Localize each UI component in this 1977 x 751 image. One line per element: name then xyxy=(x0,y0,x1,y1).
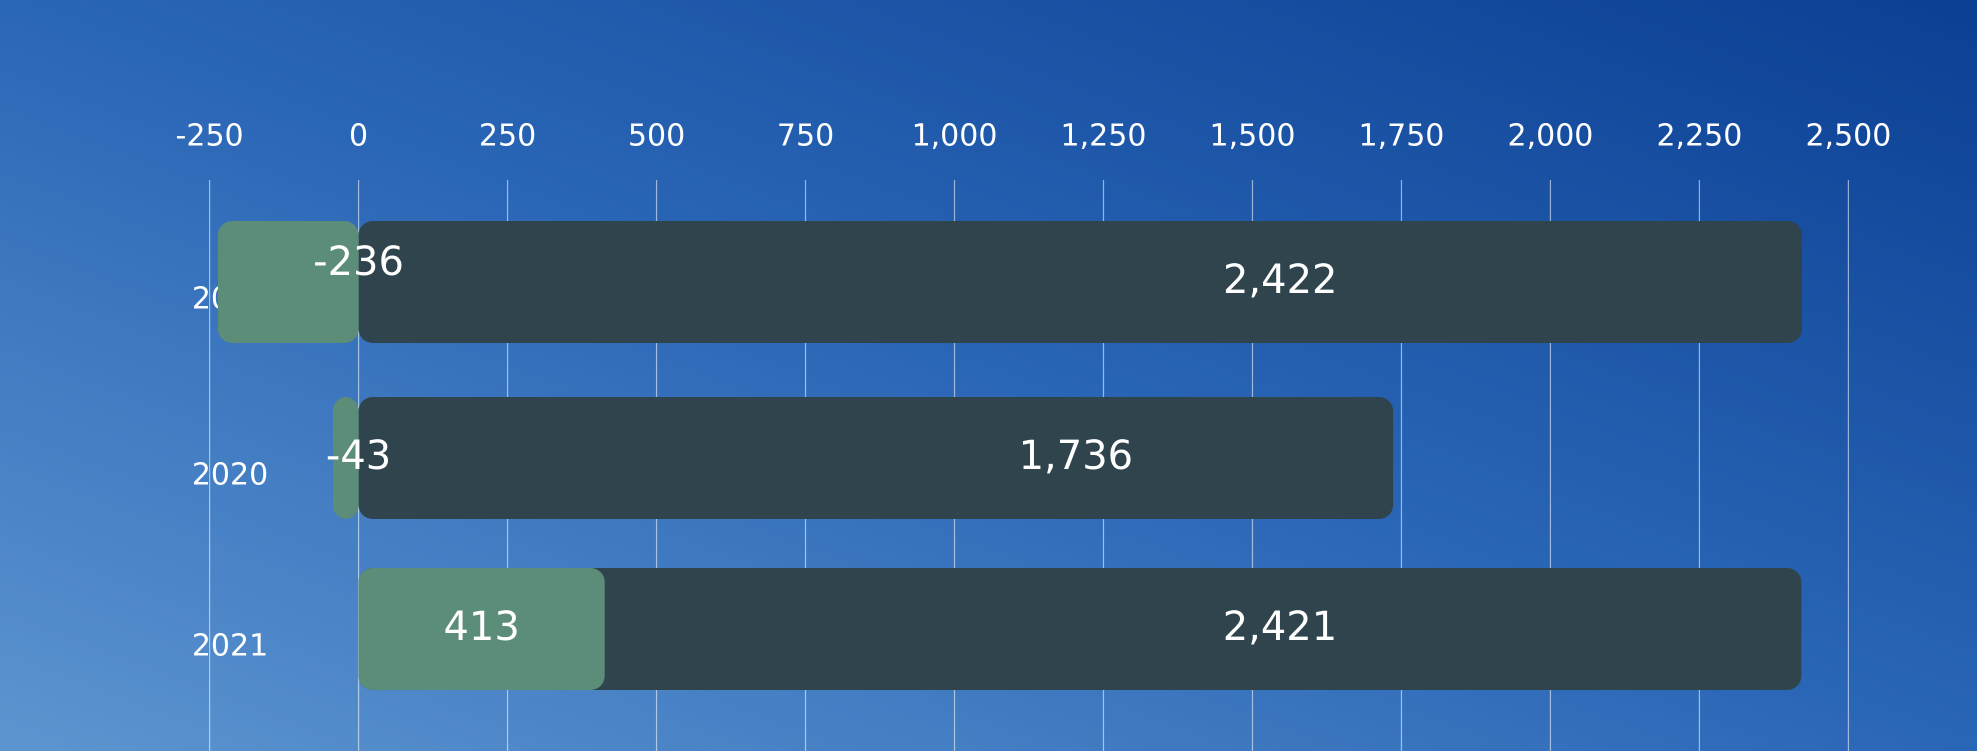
x-tick-label: 1,250 xyxy=(1061,119,1147,154)
bar xyxy=(358,568,605,690)
bar xyxy=(217,221,359,343)
data-label: -236 xyxy=(313,239,404,285)
bar xyxy=(358,221,1802,343)
bar xyxy=(358,397,1394,519)
x-tick-label: 1,750 xyxy=(1359,119,1445,154)
x-tick-label: 250 xyxy=(479,119,536,154)
y-tick-label: 2020 xyxy=(192,458,268,493)
x-tick-label: 500 xyxy=(628,119,685,154)
x-tick-label: 2,500 xyxy=(1805,119,1891,154)
data-label: -43 xyxy=(326,433,391,479)
data-label: 2,422 xyxy=(1223,257,1338,303)
y-tick-label: 2021 xyxy=(192,629,268,664)
data-label: 2,421 xyxy=(1223,604,1338,650)
x-tick-label: 1,000 xyxy=(912,119,998,154)
x-tick-label: -250 xyxy=(176,119,244,154)
x-tick-label: 0 xyxy=(349,119,368,154)
x-tick-label: 750 xyxy=(777,119,834,154)
x-tick-label: 2,250 xyxy=(1656,119,1742,154)
bar xyxy=(332,397,359,519)
data-label: 1,736 xyxy=(1019,433,1134,479)
data-label: 413 xyxy=(443,604,519,650)
x-tick-label: 1,500 xyxy=(1210,119,1296,154)
bar xyxy=(358,568,1802,690)
x-tick-label: 2,000 xyxy=(1507,119,1593,154)
